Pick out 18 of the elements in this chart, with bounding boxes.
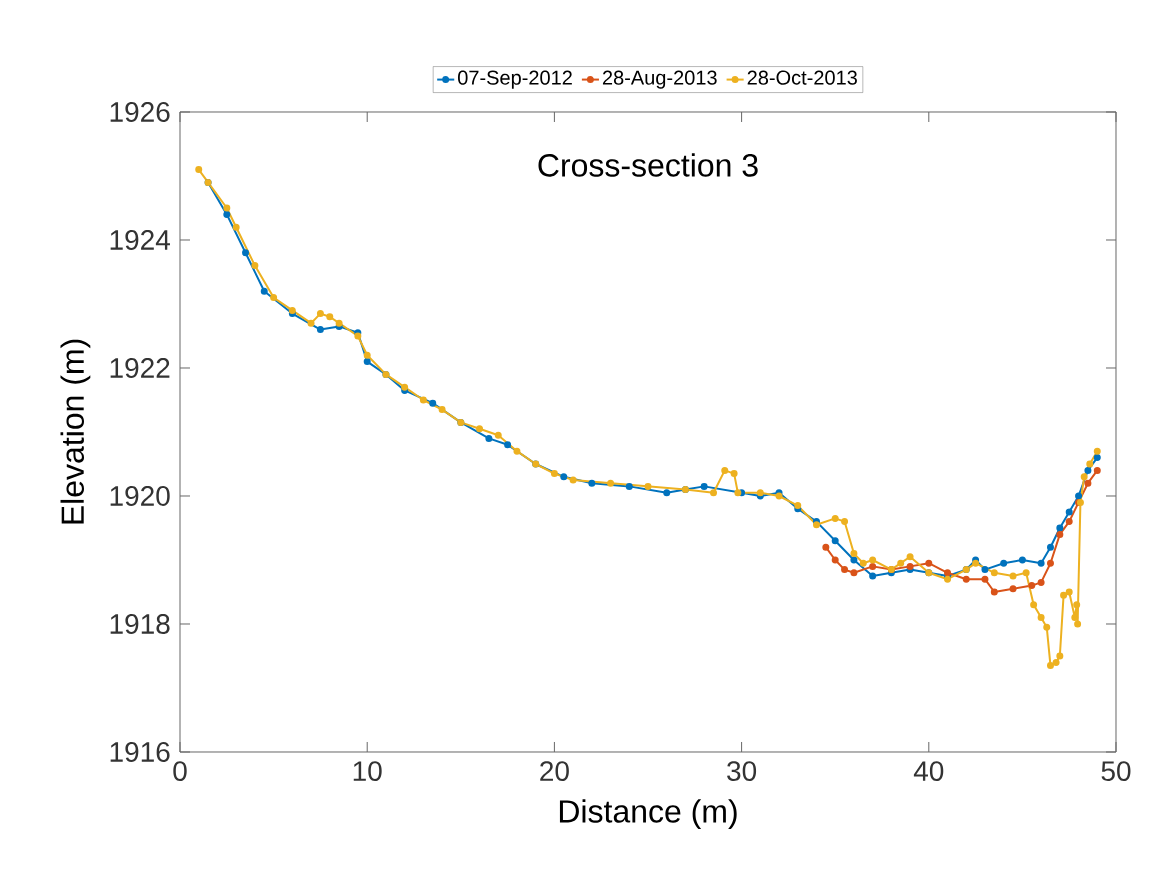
x-tick-label: 10 [353,761,382,781]
x-tick-label: 0 [173,761,187,781]
legend-label: 28-Oct-2013 [747,70,857,85]
y-tick-label: 1924 [110,230,170,250]
x-tick-label: 40 [913,761,944,781]
legend-label: 28-Aug-2013 [602,70,717,89]
y-axis-title: Elevation (m) [60,339,91,524]
y-tick-label: 1920 [110,486,170,506]
y-tick-label: 1926 [110,102,170,122]
x-tick-label: 30 [727,761,757,781]
x-tick-label: 50 [1101,761,1131,781]
x-axis-title: Distance (m) [559,799,737,830]
x-tick-label: 20 [540,761,569,781]
text: Cross-section 3 [538,153,758,177]
legend-label: 07-Sep-2012 [458,70,572,89]
y-tick-label: 1918 [110,614,170,634]
y-tick-label: 1916 [110,742,170,762]
y-tick-label: 1922 [110,358,170,378]
